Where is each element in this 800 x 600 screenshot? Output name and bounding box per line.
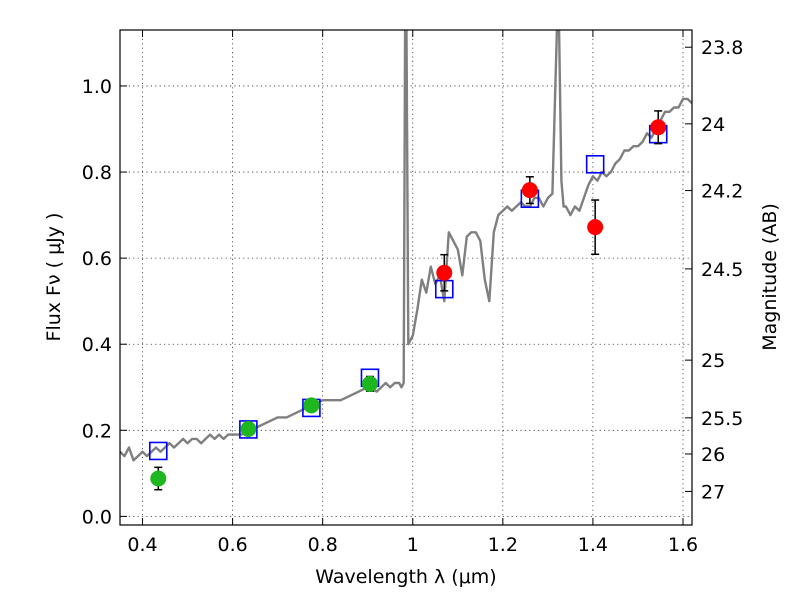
y-tick-label: 0.4 [82,334,112,356]
y-tick-label: 0.0 [82,506,112,528]
green-point [150,470,167,487]
spectrum-line [120,30,692,462]
y-axis-label: Flux Fν ( μJy ) [43,213,65,342]
red-point [650,119,667,136]
red-point [521,182,538,199]
axes [119,29,693,526]
plot-frame [119,29,693,526]
model-square [239,420,258,439]
y-tick-label: 0.8 [82,162,112,184]
x-tick-label: 1 [407,534,419,556]
right-tick-label: 24.2 [701,181,743,203]
right-tick-label: 25.5 [701,408,743,430]
right-tick-label: 23.8 [701,37,743,59]
x-tick-label: 1.6 [668,534,698,556]
model-square [148,441,168,461]
x-axis-label: Wavelength λ (μm) [315,566,496,588]
x-tick-label: 0.8 [308,534,338,556]
right-tick-label: 24.5 [701,259,743,281]
spectrum-series [120,30,692,462]
right-tick-label: 26 [701,444,725,466]
right-tick-label: 27 [701,481,725,503]
green-point [240,421,257,438]
model-square [585,154,605,174]
y-tick-label: 0.6 [82,248,112,270]
right-tick-label: 24 [701,114,725,136]
x-tick-label: 1.4 [578,534,608,556]
right-tick-label: 25 [701,350,725,372]
model-photometry-series [148,124,668,461]
x-tick-label: 0.6 [217,534,247,556]
observed-points-series [150,119,667,487]
x-tick-label: 0.4 [127,534,157,556]
right-axis-label: Magnitude (AB) [759,203,781,351]
green-point [303,397,320,414]
y-tick-label: 1.0 [82,76,112,98]
red-point [587,219,604,236]
red-point [436,264,453,281]
y-tick-label: 0.2 [82,420,112,442]
x-tick-label: 1.2 [488,534,518,556]
green-point [361,375,378,392]
tick-labels: 0.4 0.6 0.8 1 1.2 1.4 1.6 0.0 0.2 0.4 0.6 0.8 1.0 23.… [82,37,744,556]
